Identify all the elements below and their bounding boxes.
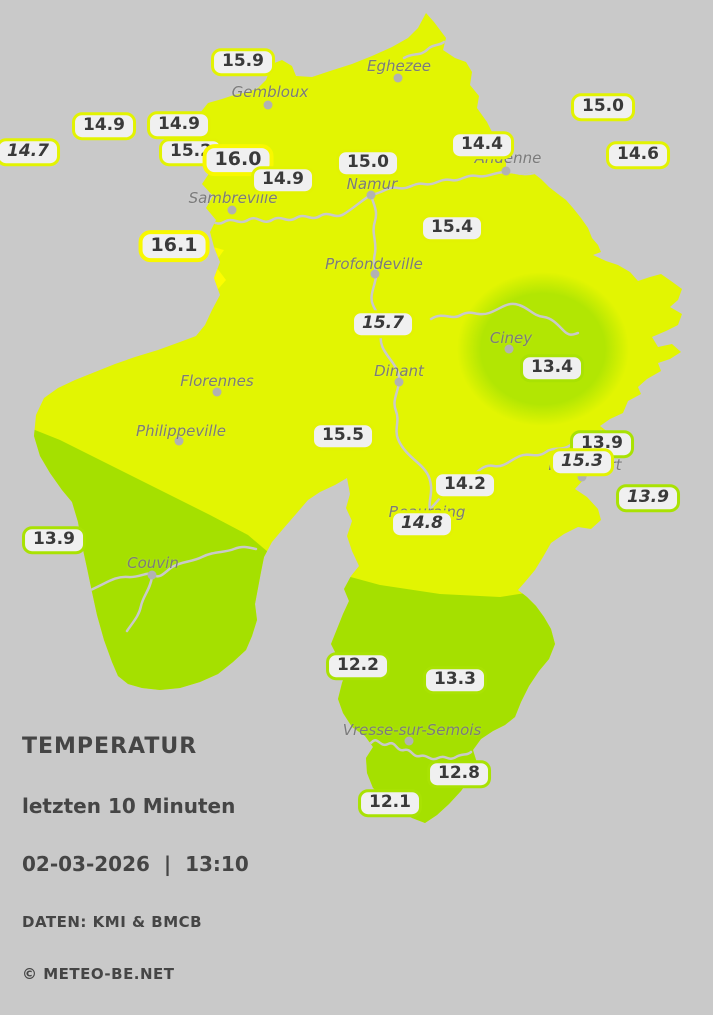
temp-badge-13-9: 13.9 — [616, 484, 680, 512]
map-overlay-layer: GemblouxEghezeeAndenneNamurSambrevillePr… — [0, 48, 680, 817]
temp-badge-14-4: 14.4 — [450, 131, 514, 159]
weather-map: GemblouxEghezeeAndenneNamurSambrevillePr… — [0, 13, 682, 982]
city-label-sambreville: Sambreville — [188, 189, 278, 207]
city-label-couvin: Couvin — [127, 554, 179, 572]
city-dot-rochefort — [577, 472, 587, 482]
data-source: DATEN: KMI & BMCB — [22, 913, 203, 931]
temp-badge-14-6: 14.6 — [606, 141, 670, 169]
city-label-eghezee: Eghezee — [366, 57, 432, 75]
temp-badge-15-5: 15.5 — [311, 422, 375, 450]
temp-badge-13-3: 13.3 — [423, 666, 487, 694]
city-dot-ciney — [504, 344, 514, 354]
river-semois — [350, 739, 473, 761]
city-label-florennes: Florennes — [180, 372, 254, 390]
river-couvin-stream — [125, 575, 154, 633]
city-dot-sambreville — [227, 205, 237, 215]
temp-badge-16-1: 16.1 — [138, 230, 210, 262]
region-ciney-blob — [457, 272, 629, 426]
city-label-philippeville: Philippeville — [136, 422, 226, 440]
city-label-namur: Namur — [346, 175, 398, 193]
temp-badge-13-4: 13.4 — [520, 354, 584, 382]
river-bocq — [429, 302, 580, 336]
temp-badge-15-3: 15.3 — [550, 448, 614, 476]
city-dot-gembloux — [263, 100, 273, 110]
city-dot-eghezee — [393, 73, 403, 83]
city-label-vresse-sur-semois: Vresse-sur-Semois — [342, 721, 482, 739]
temp-badge-15-9: 15.9 — [211, 48, 275, 76]
temp-badge-13-9: 13.9 — [22, 526, 86, 554]
temp-badge-15-4: 15.4 — [420, 214, 484, 242]
temp-badge-12-8: 12.8 — [427, 760, 491, 788]
city-dot-florennes — [212, 387, 222, 397]
temp-badge-12-1: 12.1 — [358, 789, 422, 817]
copyright: © METEO-BE.NET — [22, 965, 175, 983]
city-label-gembloux: Gembloux — [231, 83, 309, 101]
temp-badge-15-0: 15.0 — [336, 149, 400, 177]
city-dot-dinant — [394, 377, 404, 387]
city-dot-andenne — [501, 166, 511, 176]
temp-badge-15-7: 15.7 — [351, 310, 415, 338]
city-dot-vresse-sur-semois — [404, 736, 414, 746]
temp-badge-14-9: 14.9 — [147, 111, 211, 139]
city-label-ciney: Ciney — [489, 329, 533, 347]
temp-badge-14-7: 14.7 — [0, 138, 60, 166]
temp-badge-14-9: 14.9 — [72, 112, 136, 140]
map-datetime: 02-03-2026 | 13:10 — [22, 852, 249, 876]
temp-badge-12-2: 12.2 — [326, 652, 390, 680]
temp-badge-14-8: 14.8 — [390, 510, 454, 538]
river-meuse-east — [369, 170, 554, 197]
map-subtitle: letzten 10 Minuten — [22, 794, 236, 818]
city-label-profondeville: Profondeville — [325, 255, 423, 273]
city-label-dinant: Dinant — [374, 362, 424, 380]
city-dot-couvin — [147, 570, 157, 580]
city-dot-profondeville — [370, 269, 380, 279]
title-block: TEMPERATUR letzten 10 Minuten 02-03-2026… — [22, 704, 249, 1014]
river-mehaigne — [402, 40, 446, 60]
city-dot-namur — [366, 190, 376, 200]
rivers — [53, 40, 603, 761]
temp-badge-14-2: 14.2 — [433, 471, 497, 499]
city-dot-philippeville — [174, 436, 184, 446]
river-meuse-south — [369, 193, 433, 512]
river-sambre — [194, 193, 373, 226]
temp-badge-15-0: 15.0 — [571, 93, 635, 121]
map-title: TEMPERATUR — [22, 734, 198, 759]
river-viroin — [53, 545, 258, 614]
province-map-svg — [34, 13, 682, 823]
temp-badge-14-9: 14.9 — [251, 166, 315, 194]
